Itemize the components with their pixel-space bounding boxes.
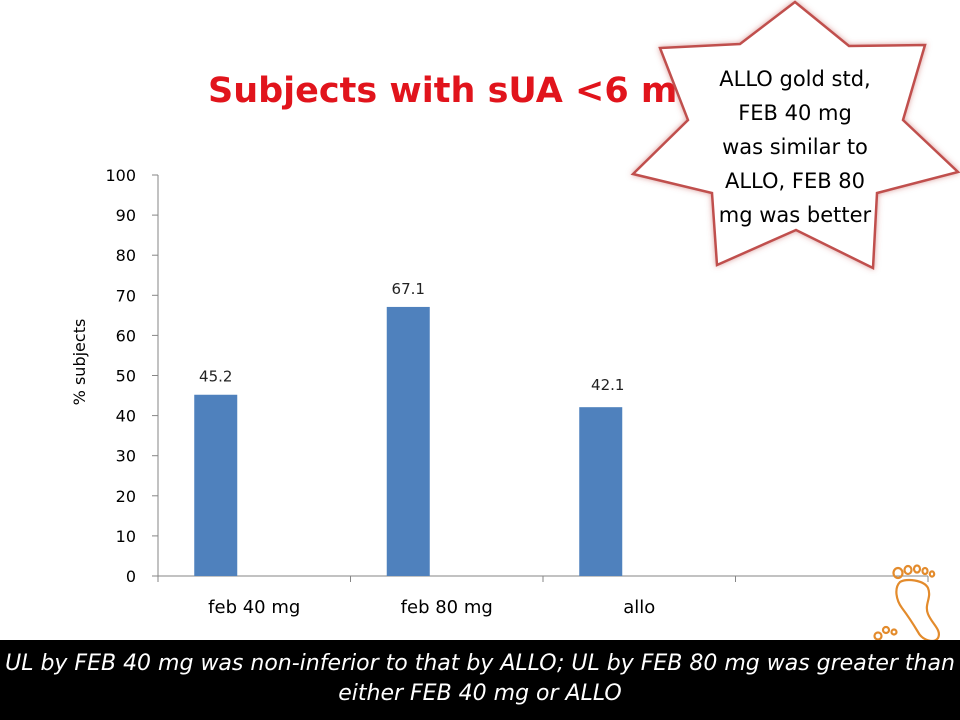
y-tick-label: 10 xyxy=(116,527,136,546)
data-label: 45.2 xyxy=(199,368,232,386)
callout-text: ALLO gold std, FEB 40 mg was similar to … xyxy=(700,62,890,232)
y-tick-label: 80 xyxy=(116,246,136,265)
callout-line: mg was better xyxy=(718,203,872,227)
y-tick-label: 20 xyxy=(116,487,136,506)
chart-axes: 0 10 20 30 40 50 60 70 80 90 100 xyxy=(105,166,929,586)
bar xyxy=(579,407,623,576)
callout-line: was similar to xyxy=(722,135,868,159)
category-label: feb 80 mg xyxy=(401,597,493,618)
y-tick-label: 90 xyxy=(116,206,136,225)
callout-line: ALLO, FEB 80 xyxy=(724,169,866,193)
chart-labels: 45.2 feb 40 mg 67.1 feb 80 mg 42.1 allo % subj… xyxy=(70,280,655,618)
callout-line: ALLO gold std, xyxy=(719,67,871,91)
y-tick-label: 70 xyxy=(116,286,136,305)
footer-banner: UL by FEB 40 mg was non-inferior to that… xyxy=(0,640,960,720)
y-tick-label: 30 xyxy=(116,447,136,466)
category-label: feb 40 mg xyxy=(208,597,300,618)
y-tick-label: 60 xyxy=(116,326,136,345)
y-axis-title: % subjects xyxy=(70,319,89,406)
data-label: 42.1 xyxy=(591,376,624,394)
y-tick-label: 0 xyxy=(126,567,136,586)
chart-bars xyxy=(194,306,623,576)
category-label: allo xyxy=(623,597,655,618)
slide-title: Subjects with sUA <6 m xyxy=(208,71,678,111)
y-tick-label: 100 xyxy=(105,166,136,185)
bar xyxy=(386,306,430,576)
data-label: 67.1 xyxy=(392,280,425,298)
y-tick-label: 50 xyxy=(116,367,136,386)
callout-star xyxy=(630,0,960,270)
footer-line: either FEB 40 mg or ALLO xyxy=(338,681,622,706)
y-tick-label: 40 xyxy=(116,407,136,426)
callout-line: FEB 40 mg xyxy=(738,101,852,125)
bar xyxy=(194,394,238,576)
callout-star-shape xyxy=(630,0,960,270)
footer-line: UL by FEB 40 mg was non-inferior to that… xyxy=(5,651,955,676)
footprints-icon xyxy=(873,564,940,642)
